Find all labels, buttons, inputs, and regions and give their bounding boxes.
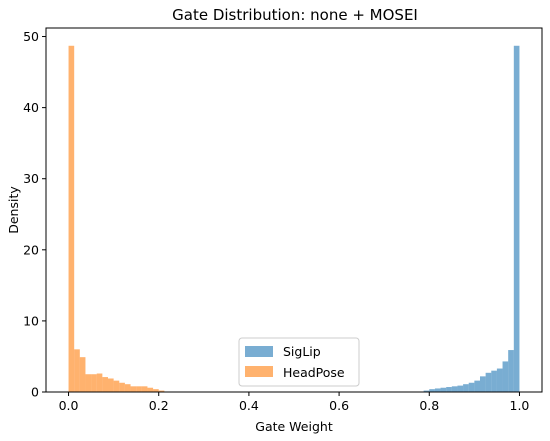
x-tick-label: 0.6 — [329, 398, 349, 413]
bar-siglip-1 — [429, 389, 435, 392]
y-tick-label: 10 — [23, 313, 39, 328]
chart-title: Gate Distribution: none + MOSEI — [172, 6, 418, 24]
legend-label-headpose: HeadPose — [283, 365, 345, 380]
y-tick-label: 30 — [23, 171, 39, 186]
x-tick-label: 0.4 — [239, 398, 259, 413]
bar-siglip-0 — [423, 390, 430, 392]
bar-siglip-16 — [513, 45, 520, 392]
legend-label-siglip: SigLip — [283, 344, 321, 359]
legend-swatch-siglip — [245, 346, 273, 357]
bar-headpose-1 — [74, 349, 80, 392]
x-axis-ticks: 0.0 0.2 0.4 0.6 0.8 1.0 — [59, 392, 530, 413]
bar-siglip-7 — [463, 384, 469, 392]
bar-siglip-11 — [485, 372, 492, 392]
y-axis-label: Density — [6, 186, 21, 234]
bar-siglip-9 — [474, 380, 480, 392]
bar-headpose-2 — [79, 357, 86, 392]
bar-siglip-4 — [446, 387, 452, 392]
x-tick-label: 0.2 — [149, 398, 169, 413]
bar-siglip-14 — [502, 361, 509, 392]
legend: SigLip HeadPose — [238, 337, 360, 387]
bar-siglip-13 — [496, 368, 503, 392]
bar-headpose-6 — [102, 377, 108, 392]
bar-headpose-16 — [158, 390, 165, 392]
x-axis-label: Gate Weight — [255, 419, 333, 434]
bar-headpose-15 — [153, 389, 159, 392]
bar-siglip-3 — [440, 387, 447, 392]
bar-headpose-14 — [147, 387, 154, 392]
bar-headpose-11 — [130, 386, 137, 392]
bar-siglip-5 — [451, 386, 458, 392]
y-tick-label: 0 — [31, 385, 39, 400]
bar-siglip-12 — [491, 370, 497, 392]
bar-siglip-8 — [468, 382, 475, 392]
bar-headpose-12 — [136, 386, 142, 392]
bar-headpose-8 — [113, 380, 120, 392]
bar-headpose-0 — [68, 45, 75, 392]
y-tick-label: 50 — [23, 29, 39, 44]
bar-headpose-10 — [124, 384, 131, 392]
bar-headpose-7 — [108, 378, 114, 392]
legend-swatch-headpose — [245, 366, 273, 377]
bar-headpose-4 — [91, 374, 97, 392]
bar-siglip-6 — [457, 385, 464, 392]
bar-siglip-10 — [480, 376, 486, 392]
bars-layer — [68, 45, 520, 392]
y-tick-label: 20 — [23, 242, 39, 257]
x-tick-label: 1.0 — [510, 398, 530, 413]
bar-headpose-13 — [141, 386, 148, 392]
y-axis-ticks: 0 10 20 30 40 50 — [23, 29, 46, 400]
y-tick-label: 40 — [23, 100, 39, 115]
bar-headpose-3 — [85, 374, 92, 392]
plot-frame — [45, 27, 543, 393]
x-tick-label: 0.8 — [419, 398, 439, 413]
bar-siglip-15 — [508, 350, 514, 392]
x-tick-label: 0.0 — [59, 398, 79, 413]
bar-headpose-5 — [96, 373, 103, 392]
bar-headpose-9 — [119, 382, 125, 392]
bar-siglip-2 — [434, 388, 441, 392]
